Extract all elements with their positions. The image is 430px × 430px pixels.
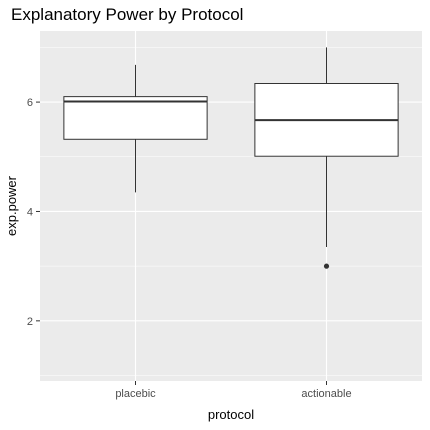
x-tick-label: actionable [301, 388, 351, 400]
y-tick-label: 4 [27, 206, 33, 218]
chart-title: Explanatory Power by Protocol [11, 5, 244, 24]
y-axis-title: exp.power [4, 175, 19, 236]
x-tick-label: placebic [115, 388, 156, 400]
x-axis-title: protocol [208, 407, 254, 422]
axes: 2 4 6 placebic actionable [27, 97, 352, 400]
y-tick-label: 2 [27, 316, 33, 328]
box-layer [63, 47, 399, 269]
box-iqr [63, 96, 208, 140]
outlier-point [323, 263, 330, 269]
y-tick-label: 6 [27, 97, 33, 109]
box-actionable [254, 47, 399, 269]
box-placebic [63, 64, 208, 193]
